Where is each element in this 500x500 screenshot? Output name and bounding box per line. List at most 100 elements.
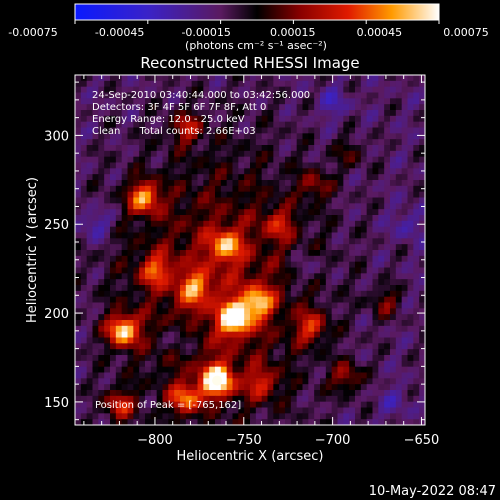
- heatmap-cell: [355, 401, 362, 408]
- heatmap-cell: [360, 180, 368, 187]
- heatmap-cell: [360, 331, 368, 338]
- heatmap-cell: [75, 279, 82, 286]
- heatmap-cell: [162, 273, 169, 280]
- heatmap-cell: [419, 314, 425, 321]
- heatmap-cell: [366, 156, 373, 163]
- heatmap-cell: [355, 156, 362, 163]
- heatmap-cell: [337, 337, 344, 344]
- heatmap-cell: [261, 407, 268, 414]
- heatmap-cell: [238, 180, 245, 187]
- heatmap-cell: [331, 250, 338, 257]
- heatmap-cell: [285, 185, 292, 193]
- heatmap-cell: [407, 413, 414, 420]
- heatmap-cell: [320, 185, 327, 193]
- heatmap-cell: [145, 115, 152, 123]
- heatmap-cell: [203, 320, 210, 327]
- heatmap-cell: [395, 314, 403, 321]
- heatmap-cell: [139, 174, 146, 181]
- heatmap-cell: [261, 191, 268, 198]
- heatmap-cell: [285, 98, 292, 105]
- heatmap-cell: [197, 325, 204, 333]
- heatmap-cell: [203, 215, 210, 222]
- heatmap-cell: [110, 162, 117, 169]
- heatmap-cell: [226, 273, 233, 280]
- heatmap-cell: [302, 162, 309, 169]
- heatmap-cell: [115, 156, 123, 163]
- heatmap-cells: [75, 75, 425, 425]
- heatmap-cell: [250, 110, 257, 117]
- heatmap-cell: [360, 372, 368, 379]
- heatmap-cell: [226, 150, 233, 158]
- heatmap-cell: [215, 390, 222, 397]
- heatmap-cell: [331, 162, 338, 169]
- heatmap-cell: [244, 325, 251, 333]
- heatmap-cell: [115, 413, 123, 420]
- heatmap-cell: [244, 331, 251, 338]
- heatmap-cell: [168, 360, 175, 368]
- heatmap-cell: [162, 244, 169, 251]
- heatmap-cell: [110, 104, 117, 111]
- heatmap-cell: [110, 150, 117, 158]
- heatmap-cell: [296, 80, 303, 88]
- heatmap-cell: [419, 296, 425, 303]
- heatmap-cell: [80, 185, 88, 193]
- heatmap-cell: [110, 127, 117, 134]
- heatmap-cell: [372, 174, 379, 181]
- heatmap-cell: [104, 75, 111, 82]
- heatmap-cell: [267, 314, 274, 321]
- heatmap-cell: [401, 419, 408, 425]
- heatmap-cell: [115, 395, 123, 403]
- heatmap-cell: [185, 296, 193, 303]
- heatmap-cell: [127, 80, 134, 88]
- heatmap-cell: [267, 197, 274, 204]
- heatmap-cell: [384, 302, 391, 309]
- heatmap-cell: [290, 302, 298, 309]
- heatmap-cell: [366, 92, 373, 99]
- heatmap-cell: [191, 197, 198, 204]
- heatmap-cell: [296, 244, 303, 251]
- heatmap-cell: [255, 174, 263, 181]
- heatmap-cell: [139, 302, 146, 309]
- heatmap-cell: [349, 185, 356, 193]
- heatmap-cell: [197, 384, 204, 391]
- heatmap-cell: [139, 325, 146, 333]
- heatmap-cell: [255, 296, 263, 303]
- heatmap-cell: [145, 226, 152, 233]
- heatmap-cell: [220, 92, 228, 99]
- heatmap-cell: [156, 121, 163, 128]
- heatmap-cell: [139, 75, 146, 82]
- heatmap-cell: [343, 390, 350, 397]
- heatmap-cell: [115, 244, 123, 251]
- heatmap-cell: [75, 267, 82, 274]
- y-axis-label: Heliocentric Y (arcsec): [25, 177, 40, 323]
- heatmap-cell: [331, 197, 338, 204]
- heatmap-cell: [331, 395, 338, 403]
- heatmap-cell: [331, 308, 338, 315]
- heatmap-cell: [314, 150, 321, 158]
- heatmap-cell: [267, 331, 274, 338]
- heatmap-cell: [267, 232, 274, 239]
- heatmap-cell: [395, 244, 403, 251]
- heatmap-cell: [226, 325, 233, 333]
- heatmap-cell: [314, 325, 321, 333]
- heatmap-cell: [395, 226, 403, 233]
- heatmap-cell: [401, 250, 408, 257]
- heatmap-cell: [127, 308, 134, 315]
- heatmap-cell: [180, 98, 187, 105]
- heatmap-cell: [139, 384, 146, 391]
- heatmap-cell: [145, 273, 152, 280]
- heatmap-cell: [98, 250, 105, 257]
- heatmap-cell: [92, 384, 99, 391]
- heatmap-cell: [355, 168, 362, 175]
- heatmap-cell: [296, 296, 303, 303]
- heatmap-cell: [156, 355, 163, 362]
- heatmap-cell: [343, 325, 350, 333]
- heatmap-cell: [372, 232, 379, 239]
- heatmap-cell: [75, 366, 82, 373]
- heatmap-cell: [390, 407, 397, 414]
- heatmap-cell: [395, 197, 403, 204]
- heatmap-cell: [156, 168, 163, 175]
- heatmap-cell: [197, 215, 204, 222]
- heatmap-cell: [156, 360, 163, 368]
- heatmap-cell: [314, 401, 321, 408]
